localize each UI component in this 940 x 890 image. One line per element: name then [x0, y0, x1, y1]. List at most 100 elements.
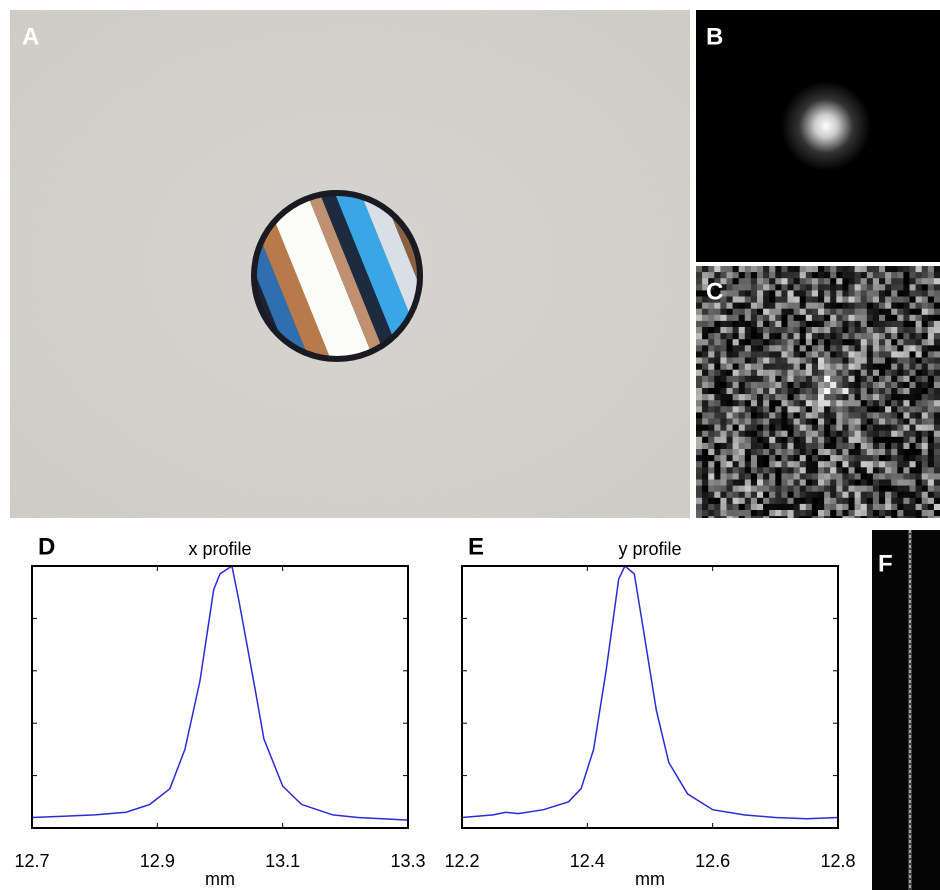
noise-pixel: [897, 491, 904, 499]
noise-pixel: [757, 449, 764, 456]
noise-pixel: [720, 479, 727, 486]
noise-pixel: [732, 290, 739, 297]
noise-pixel: [921, 272, 929, 279]
noise-pixel: [891, 479, 898, 486]
noise-pixel: [848, 345, 855, 352]
noise-pixel: [824, 327, 831, 334]
noise-pixel: [720, 296, 727, 303]
noise-pixel: [738, 339, 746, 346]
noise-pixel: [787, 357, 794, 364]
noise-pixel: [818, 357, 825, 364]
noise-pixel: [744, 406, 752, 413]
noise-pixel: [842, 308, 849, 316]
noise-pixel: [836, 424, 843, 431]
noise-pixel: [897, 284, 904, 291]
noise-pixel: [805, 296, 813, 303]
noise-pixel: [915, 339, 922, 346]
noise-pixel: [824, 302, 831, 309]
noise-pixel: [744, 449, 752, 456]
noise-pixel: [879, 449, 886, 456]
noise-pixel: [799, 473, 807, 480]
noise-pixel: [757, 375, 764, 383]
noise-pixel: [885, 406, 892, 413]
noise-pixel: [915, 369, 922, 377]
noise-pixel: [848, 290, 855, 297]
noise-pixel: [915, 418, 922, 425]
noise-pixel: [854, 491, 861, 499]
noise-pixel: [824, 418, 831, 425]
noise-pixel: [830, 302, 837, 309]
noise-pixel: [787, 302, 794, 309]
noise-pixel: [744, 510, 752, 517]
noise-pixel: [714, 266, 721, 273]
noise-pixel: [732, 412, 739, 419]
noise-pixel: [775, 272, 782, 279]
noise-pixel: [903, 418, 910, 425]
noise-pixel: [757, 333, 764, 340]
noise-pixel: [720, 503, 727, 511]
noise-pixel: [866, 314, 874, 322]
noise-pixel: [921, 449, 929, 456]
noise-pixel: [732, 455, 739, 462]
noise-pixel: [769, 491, 776, 499]
noise-pixel: [732, 430, 739, 438]
noise-pixel: [824, 510, 831, 517]
noise-pixel: [824, 436, 831, 444]
noise-pixel: [842, 333, 849, 340]
noise-pixel: [702, 455, 709, 462]
noise-pixel: [879, 430, 886, 438]
noise-pixel: [793, 345, 800, 352]
noise-pixel: [708, 278, 715, 285]
noise-pixel: [921, 406, 929, 413]
noise-pixel: [933, 314, 940, 322]
noise-pixel: [781, 308, 788, 316]
noise-pixel: [744, 491, 752, 499]
noise-pixel: [708, 491, 715, 499]
noise-pixel: [866, 497, 874, 505]
noise-pixel: [811, 381, 819, 389]
noise-pixel: [769, 266, 776, 273]
noise-pixel: [824, 278, 831, 285]
noise-pixel: [732, 503, 739, 511]
noise-pixel: [903, 516, 910, 518]
noise-pixel: [885, 497, 892, 505]
noise-pixel: [708, 388, 715, 395]
noise-pixel: [836, 503, 843, 511]
noise-pixel: [763, 284, 770, 291]
panel-label: A: [22, 23, 39, 50]
psf-spot: [781, 81, 871, 171]
noise-pixel: [824, 266, 831, 273]
noise-pixel: [872, 491, 880, 499]
noise-pixel: [842, 497, 849, 505]
noise-pixel: [854, 296, 861, 303]
noise-pixel: [702, 351, 709, 358]
noise-pixel: [866, 333, 874, 340]
noise-pixel: [732, 363, 739, 370]
noise-pixel: [787, 516, 794, 518]
noise-pixel: [903, 455, 910, 462]
noise-pixel: [891, 424, 898, 431]
noise-pixel: [879, 296, 886, 303]
noise-pixel: [818, 412, 825, 419]
noise-pixel: [696, 278, 703, 285]
noise-pixel: [848, 418, 855, 425]
noise-pixel: [793, 424, 800, 431]
noise-pixel: [750, 296, 758, 303]
noise-pixel: [933, 467, 940, 474]
noise-pixel: [811, 473, 819, 480]
noise-pixel: [903, 369, 910, 377]
noise-pixel: [781, 418, 788, 425]
noise-pixel: [824, 314, 831, 322]
noise-pixel: [842, 479, 849, 486]
noise-pixel: [824, 339, 831, 346]
noise-pixel: [818, 278, 825, 285]
noise-pixel: [909, 503, 916, 511]
noise-pixel: [702, 412, 709, 419]
noise-pixel: [787, 308, 794, 316]
noise-pixel: [781, 442, 788, 450]
noise-pixel: [933, 479, 940, 486]
noise-pixel: [927, 424, 935, 431]
noise-pixel: [696, 449, 703, 456]
noise-pixel: [897, 449, 904, 456]
noise-pixel: [854, 503, 861, 511]
